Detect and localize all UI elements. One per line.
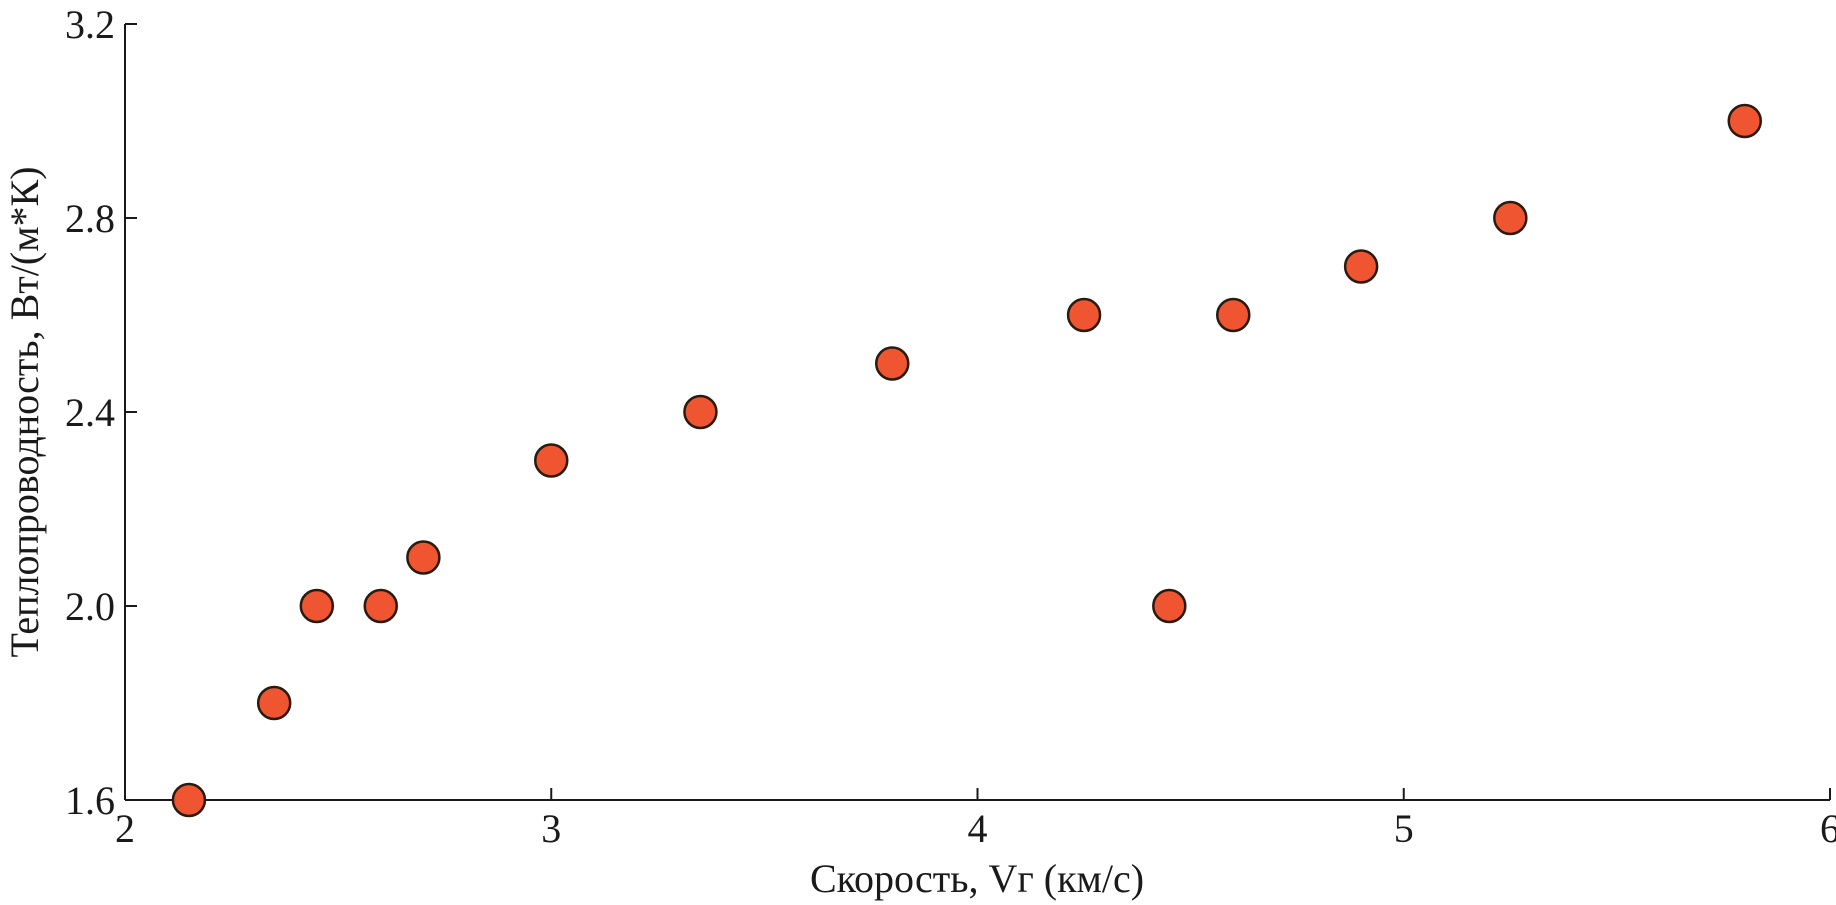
x-tick-label: 4 [968, 806, 988, 851]
data-point [683, 394, 718, 430]
data-point [299, 588, 335, 624]
y-tick-label: 1.6 [65, 778, 115, 823]
y-tick-label: 2.0 [65, 584, 115, 629]
y-ticks: 1.6 2.0 2.4 2.8 3.2 [65, 2, 137, 823]
data-point [1727, 103, 1762, 139]
axes [124, 24, 1830, 801]
y-tick-label: 2.4 [65, 390, 115, 435]
x-axis-title: Скорость, Vг (км/с) [810, 856, 1144, 901]
y-tick-label: 3.2 [65, 2, 115, 47]
data-point [534, 443, 569, 478]
y-axis-title: Теплопроводность, Вт/(м*К) [2, 166, 47, 657]
data-point [1066, 297, 1102, 333]
x-tick-label: 3 [541, 806, 561, 851]
x-tick-label: 6 [1820, 806, 1836, 851]
x-ticks: 2 3 4 5 6 [115, 788, 1836, 851]
data-point [406, 540, 441, 575]
data-points [171, 103, 1762, 818]
data-point [1216, 297, 1251, 333]
data-point [1493, 200, 1528, 236]
data-point [875, 346, 910, 381]
data-point [256, 685, 292, 721]
x-tick-label: 2 [115, 806, 135, 851]
data-point [1343, 249, 1379, 284]
data-point [363, 588, 398, 624]
data-point [1152, 588, 1187, 624]
data-point [171, 782, 207, 818]
x-tick-label: 5 [1394, 806, 1414, 851]
y-tick-label: 2.8 [65, 196, 115, 241]
